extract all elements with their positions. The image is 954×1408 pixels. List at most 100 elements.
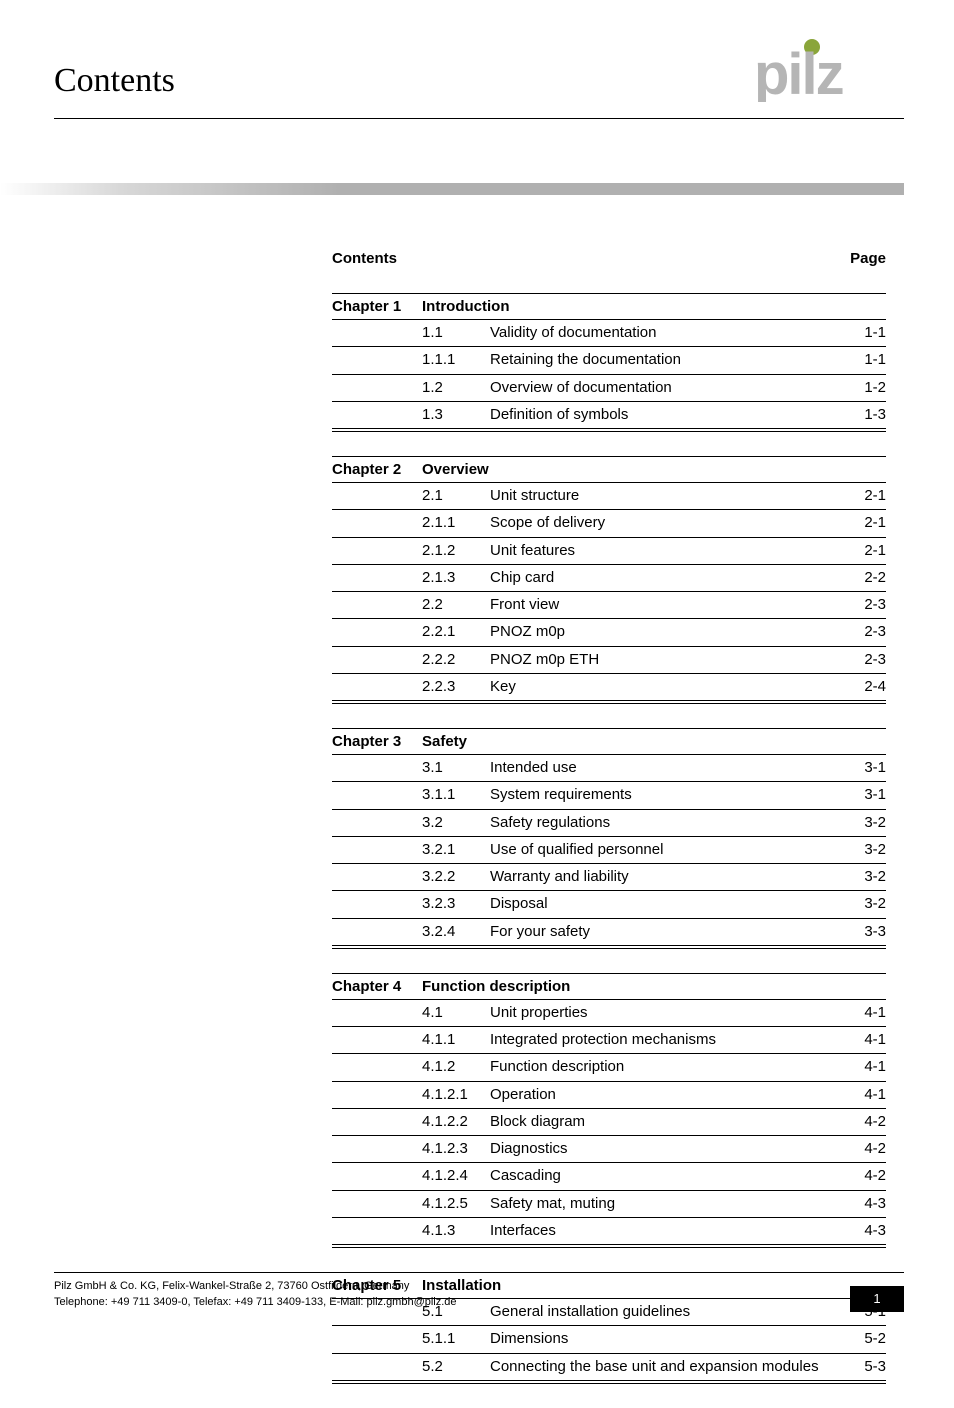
toc-page-ref: 3-2 bbox=[846, 894, 886, 914]
toc-spacer bbox=[332, 1030, 422, 1050]
toc-section-title: Scope of delivery bbox=[490, 513, 846, 533]
toc-section-title: Unit structure bbox=[490, 486, 846, 506]
toc-section-title: Diagnostics bbox=[490, 1139, 846, 1159]
toc-section-number: 2.1.3 bbox=[422, 568, 490, 588]
toc-row: 2.2.1PNOZ m0p2-3 bbox=[332, 619, 886, 646]
toc-spacer bbox=[332, 541, 422, 561]
toc-page-ref: 2-2 bbox=[846, 568, 886, 588]
toc-section-title: Overview of documentation bbox=[490, 378, 846, 398]
toc-row: 4.1.2.2Block diagram4-2 bbox=[332, 1109, 886, 1136]
toc-section-number: 1.3 bbox=[422, 405, 490, 425]
page-number-badge: 1 bbox=[850, 1286, 904, 1312]
toc-section-number: 1.1.1 bbox=[422, 350, 490, 370]
toc-page-ref: 4-1 bbox=[846, 1003, 886, 1023]
toc-row: 4.1.2.4Cascading4-2 bbox=[332, 1163, 886, 1190]
toc-section-number: 3.2.3 bbox=[422, 894, 490, 914]
toc-spacer bbox=[332, 1057, 422, 1077]
toc-section-title: Front view bbox=[490, 595, 846, 615]
toc-page-ref: 4-2 bbox=[846, 1166, 886, 1186]
toc-page-ref: 4-1 bbox=[846, 1030, 886, 1050]
toc-spacer bbox=[332, 1085, 422, 1105]
toc-page-ref: 5-3 bbox=[846, 1357, 886, 1377]
pilz-logo: pilz bbox=[754, 38, 904, 102]
chapter-title: Introduction bbox=[422, 298, 509, 315]
toc-row: 4.1.3Interfaces4-3 bbox=[332, 1218, 886, 1245]
chapter-title: Safety bbox=[422, 733, 467, 750]
toc-spacer bbox=[332, 785, 422, 805]
toc-row: 2.1.3Chip card2-2 bbox=[332, 565, 886, 592]
toc-spacer bbox=[332, 1139, 422, 1159]
toc-section-title: Key bbox=[490, 677, 846, 697]
toc-row: 3.2.2Warranty and liability3-2 bbox=[332, 864, 886, 891]
toc-row: 1.2Overview of documentation1-2 bbox=[332, 375, 886, 402]
toc-section-number: 4.1.2.1 bbox=[422, 1085, 490, 1105]
chapter-end-rule bbox=[332, 431, 886, 432]
toc-header: Contents Page bbox=[332, 250, 886, 267]
toc-row: 3.1.1System requirements3-1 bbox=[332, 782, 886, 809]
toc-section-title: Retaining the documentation bbox=[490, 350, 846, 370]
toc-spacer bbox=[332, 1221, 422, 1241]
footer-line-1: Pilz GmbH & Co. KG, Felix-Wankel-Straße … bbox=[54, 1279, 904, 1294]
toc-spacer bbox=[332, 840, 422, 860]
toc-row: 3.1Intended use3-1 bbox=[332, 755, 886, 782]
toc-row: 3.2.1Use of qualified personnel3-2 bbox=[332, 837, 886, 864]
toc-page-ref: 2-3 bbox=[846, 650, 886, 670]
toc-spacer bbox=[332, 867, 422, 887]
toc-spacer bbox=[332, 513, 422, 533]
toc-row: 3.2Safety regulations3-2 bbox=[332, 810, 886, 837]
toc-row: 1.3Definition of symbols1-3 bbox=[332, 402, 886, 429]
accent-bar bbox=[0, 183, 904, 195]
toc-row: 2.1Unit structure2-1 bbox=[332, 483, 886, 510]
toc-section-title: System requirements bbox=[490, 785, 846, 805]
toc-page-ref: 4-1 bbox=[846, 1085, 886, 1105]
toc-section-number: 2.2.1 bbox=[422, 622, 490, 642]
toc-header-left: Contents bbox=[332, 250, 397, 267]
chapter-end-rule bbox=[332, 1247, 886, 1248]
toc-spacer bbox=[332, 378, 422, 398]
toc-spacer bbox=[332, 650, 422, 670]
toc-row: 4.1.1Integrated protection mechanisms4-1 bbox=[332, 1027, 886, 1054]
toc-page-ref: 4-1 bbox=[846, 1057, 886, 1077]
chapter-label: Chapter 4 bbox=[332, 978, 422, 995]
toc-section-title: PNOZ m0p bbox=[490, 622, 846, 642]
chapter-title-row: Chapter 3Safety bbox=[332, 728, 886, 755]
toc-section-number: 3.2.4 bbox=[422, 922, 490, 942]
toc-spacer bbox=[332, 1194, 422, 1214]
chapter-label: Chapter 2 bbox=[332, 461, 422, 478]
toc-section-title: Disposal bbox=[490, 894, 846, 914]
toc-page-ref: 1-1 bbox=[846, 350, 886, 370]
toc-spacer bbox=[332, 1003, 422, 1023]
toc-page-ref: 2-3 bbox=[846, 622, 886, 642]
toc-page-ref: 4-3 bbox=[846, 1194, 886, 1214]
toc-section-number: 1.1 bbox=[422, 323, 490, 343]
toc-page-ref: 5-2 bbox=[846, 1329, 886, 1349]
toc-section-number: 4.1.2 bbox=[422, 1057, 490, 1077]
toc-page-ref: 1-3 bbox=[846, 405, 886, 425]
toc-row: 3.2.3Disposal3-2 bbox=[332, 891, 886, 918]
toc-row: 3.2.4For your safety3-3 bbox=[332, 919, 886, 946]
toc-page-ref: 2-1 bbox=[846, 513, 886, 533]
toc-section-number: 2.1 bbox=[422, 486, 490, 506]
toc-section-title: For your safety bbox=[490, 922, 846, 942]
toc-section-title: Connecting the base unit and expansion m… bbox=[490, 1357, 846, 1377]
toc-section-number: 3.2 bbox=[422, 813, 490, 833]
toc-spacer bbox=[332, 677, 422, 697]
toc-section-title: Integrated protection mechanisms bbox=[490, 1030, 846, 1050]
toc-page-ref: 2-4 bbox=[846, 677, 886, 697]
toc-spacer bbox=[332, 622, 422, 642]
toc-page-ref: 4-3 bbox=[846, 1221, 886, 1241]
toc-spacer bbox=[332, 350, 422, 370]
toc-row: 2.1.1Scope of delivery2-1 bbox=[332, 510, 886, 537]
toc-section-title: Dimensions bbox=[490, 1329, 846, 1349]
chapter-title-row: Chapter 4Function description bbox=[332, 973, 886, 1000]
title-rule bbox=[54, 118, 904, 119]
toc-page-ref: 2-1 bbox=[846, 486, 886, 506]
toc-section-title: Definition of symbols bbox=[490, 405, 846, 425]
toc-section-number: 3.1 bbox=[422, 758, 490, 778]
footer-rule bbox=[54, 1272, 904, 1273]
toc-row: 5.2Connecting the base unit and expansio… bbox=[332, 1354, 886, 1381]
chapter-end-rule bbox=[332, 948, 886, 949]
toc-section-number: 5.2 bbox=[422, 1357, 490, 1377]
toc-spacer bbox=[332, 323, 422, 343]
chapter-block: Chapter 1Introduction1.1Validity of docu… bbox=[332, 293, 886, 432]
